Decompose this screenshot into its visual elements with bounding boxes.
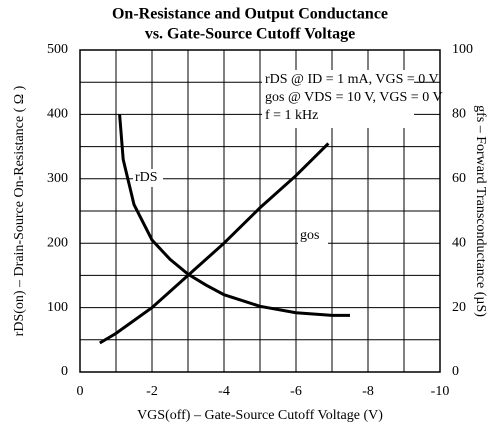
- annotation: rDS @ ID = 1 mA, VGS = 0 V: [265, 72, 439, 87]
- y2-tick-label: 20: [452, 300, 466, 315]
- label-bg: [298, 227, 328, 245]
- chart-subtitle: vs. Gate-Source Cutoff Voltage: [145, 26, 355, 43]
- x-axis-label: VGS(off) – Gate-Source Cutoff Voltage (V…: [137, 408, 383, 423]
- y-tick-label: 200: [47, 235, 68, 250]
- y-tick-label: 300: [47, 171, 68, 186]
- y-axis-label: rDS(on) – Drain-Source On-Resistance ( Ω…: [12, 85, 27, 336]
- annotation-bg: [262, 70, 414, 128]
- x-tick-label: -8: [362, 384, 374, 399]
- y2-tick-label: 40: [452, 235, 466, 250]
- annotation: gos @ VDS = 10 V, VGS = 0 V: [265, 90, 443, 105]
- y2-axis-label: gfs – Forward Transconductance (µS): [473, 105, 488, 317]
- x-tick-label: -4: [218, 384, 230, 399]
- y-tick-label: 100: [47, 300, 68, 315]
- plot-frame: [79, 49, 441, 373]
- y-tick-label: 400: [47, 107, 68, 122]
- chart-title: On-Resistance and Output Conductance: [112, 6, 388, 23]
- x-tick-label: 0: [77, 384, 84, 399]
- y-tick-label: 0: [61, 364, 68, 379]
- label-bg: [133, 169, 163, 187]
- annotation: f = 1 kHz: [265, 108, 318, 123]
- x-tick-label: -2: [146, 384, 158, 399]
- series-label: rDS: [135, 170, 158, 185]
- y-tick-label: 500: [47, 42, 68, 57]
- series-line: [118, 114, 350, 317]
- x-tick-label: -10: [431, 384, 450, 399]
- series-label: gos: [300, 228, 319, 243]
- y2-tick-label: 100: [452, 42, 473, 57]
- x-tick-label: -6: [290, 384, 302, 399]
- y2-tick-label: 0: [452, 364, 459, 379]
- y2-tick-label: 60: [452, 171, 466, 186]
- series-line: [99, 142, 330, 345]
- y2-tick-label: 80: [452, 107, 466, 122]
